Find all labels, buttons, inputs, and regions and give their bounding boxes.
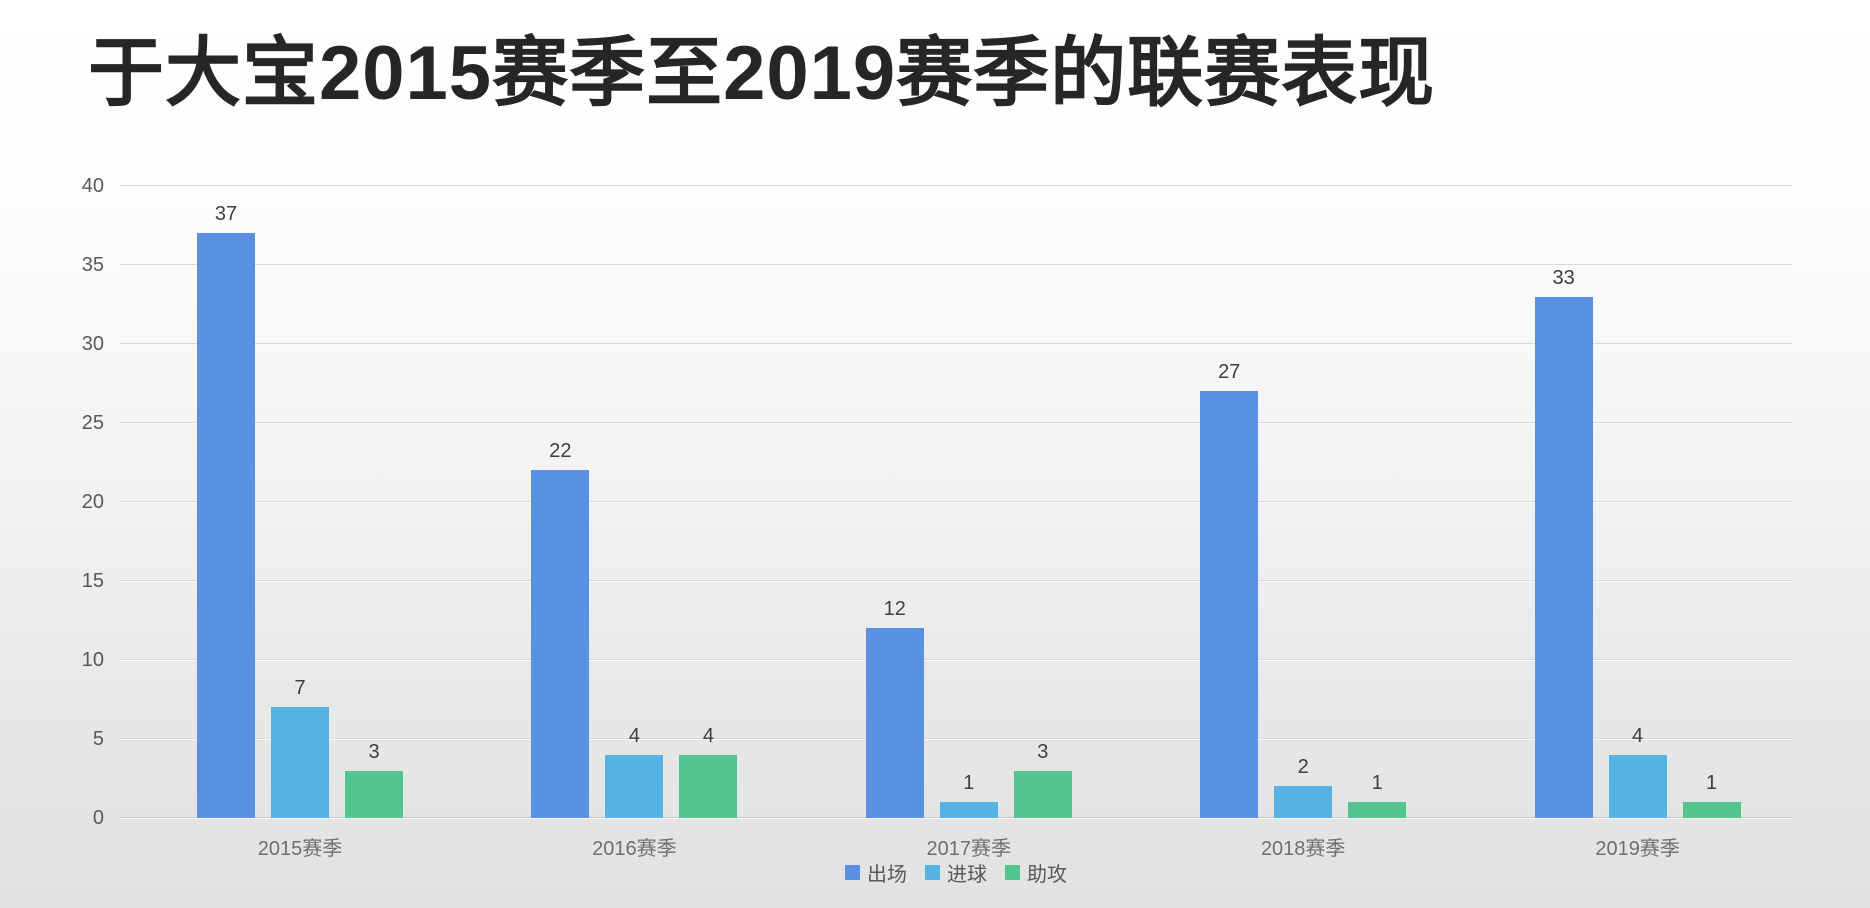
y-axis-tick-label: 35 xyxy=(81,254,104,276)
y-axis-tick-label: 5 xyxy=(92,728,104,750)
legend-swatch xyxy=(845,865,860,880)
x-axis-category-label: 2015赛季 xyxy=(257,838,343,860)
legend-item: 助攻 xyxy=(1005,858,1067,887)
gridline xyxy=(120,422,1792,424)
bar xyxy=(271,707,329,818)
bar xyxy=(1013,770,1072,818)
y-axis-tick-label: 40 xyxy=(81,175,104,197)
gridline xyxy=(120,501,1792,503)
y-axis-tick-label: 0 xyxy=(92,807,104,829)
y-axis-tick-label: 10 xyxy=(81,649,104,671)
x-axis-category-label: 2019赛季 xyxy=(1595,838,1680,860)
legend-swatch xyxy=(925,865,940,880)
gridline xyxy=(120,738,1792,740)
bar xyxy=(1534,296,1593,818)
gridline xyxy=(120,817,1792,819)
x-axis-category-label: 2018赛季 xyxy=(1260,838,1346,860)
chart-title: 于大宝2015赛季至2019赛季的联赛表现 xyxy=(88,31,1436,116)
bar xyxy=(1348,802,1407,818)
bar-value-label: 3 xyxy=(368,740,380,763)
bar-value-label: 4 xyxy=(702,724,714,747)
y-axis-tick-label: 20 xyxy=(81,491,104,513)
y-axis-tick-label: 15 xyxy=(81,570,104,592)
bar xyxy=(1682,802,1741,818)
bar xyxy=(531,470,590,818)
bar-value-label: 4 xyxy=(628,724,640,747)
bar-value-label: 1 xyxy=(1706,772,1718,795)
gridline xyxy=(120,264,1792,266)
bar-value-label: 37 xyxy=(214,203,238,226)
legend-label: 出场 xyxy=(867,864,907,886)
legend-label: 助攻 xyxy=(1027,864,1067,886)
bar xyxy=(939,802,998,818)
bar xyxy=(1608,754,1667,818)
bar xyxy=(865,628,924,818)
bar-value-label: 27 xyxy=(1218,361,1241,384)
bar xyxy=(605,754,664,818)
bar-value-label: 12 xyxy=(883,598,906,621)
bar-value-label: 7 xyxy=(294,677,306,700)
x-axis-category-label: 2016赛季 xyxy=(592,838,677,860)
gridline xyxy=(120,343,1792,345)
bar-value-label: 1 xyxy=(1371,772,1383,795)
bar-value-label: 4 xyxy=(1632,724,1644,747)
legend-item: 出场 xyxy=(845,858,907,887)
bar xyxy=(679,754,738,818)
y-axis-tick-label: 30 xyxy=(81,333,104,355)
x-axis-category-label: 2017赛季 xyxy=(926,838,1012,860)
gridline xyxy=(120,659,1792,661)
bar-value-label: 22 xyxy=(549,440,572,463)
gridline xyxy=(120,185,1792,187)
bar-value-label: 1 xyxy=(963,772,975,795)
legend-swatch xyxy=(1005,865,1020,880)
bar xyxy=(1200,391,1259,818)
y-axis-tick-label: 25 xyxy=(81,412,104,434)
bar-value-label: 3 xyxy=(1037,740,1049,763)
bar xyxy=(197,233,255,818)
bar-value-label: 33 xyxy=(1552,266,1575,289)
legend-item: 进球 xyxy=(925,858,987,887)
legend-label: 进球 xyxy=(947,864,987,886)
bar xyxy=(1274,786,1333,818)
plot-area: 0 5 10 15 20 25 30 35 40 37 7 3 22 4 4 12 1 3 27 2 1 33 4 1 20… xyxy=(82,175,1792,860)
gridline xyxy=(120,580,1792,582)
legend: 出场 进球 助攻 xyxy=(120,858,1792,887)
bar xyxy=(345,770,403,818)
bar-value-label: 2 xyxy=(1297,756,1309,779)
